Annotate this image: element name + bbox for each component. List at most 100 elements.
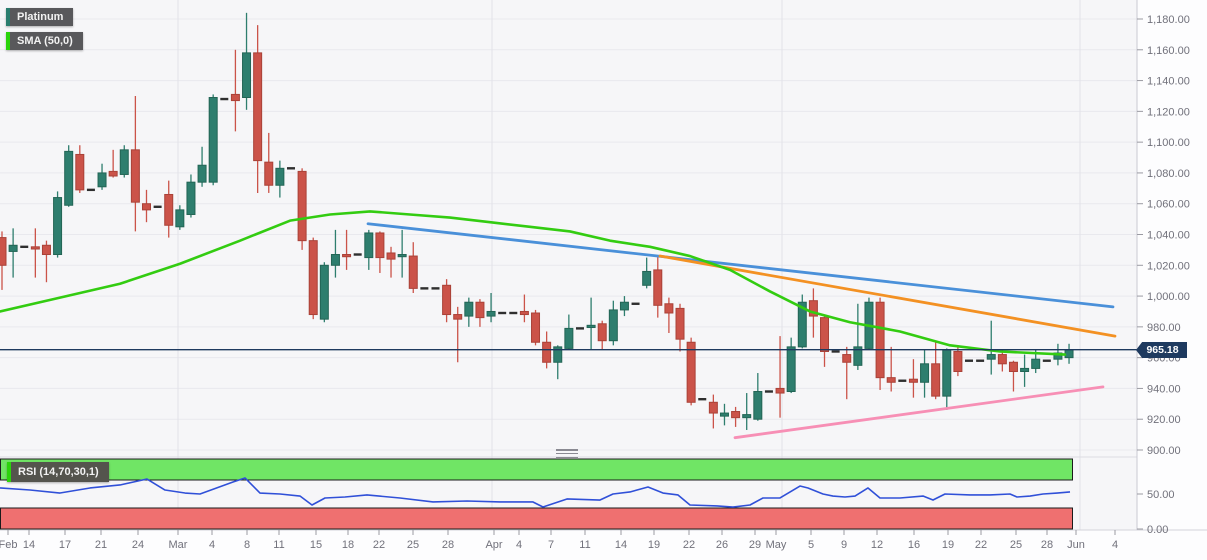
candle: [186, 181, 196, 215]
doji-candle: [764, 390, 773, 393]
price-tick-label: 1,080.00: [1147, 168, 1190, 180]
date-tick-label: Mar: [169, 539, 188, 551]
symbol-legend-chip[interactable]: Platinum: [6, 8, 74, 26]
date-tick-label: 22: [975, 539, 987, 551]
candle: [531, 312, 541, 343]
candle: [953, 350, 963, 372]
price-tick-label: 980.00: [1147, 322, 1181, 334]
descending-resistance-blue[interactable]: [366, 222, 1115, 309]
last-price-label: 965.18: [1136, 342, 1187, 358]
doji-candle: [698, 398, 707, 401]
doji-candle: [420, 287, 429, 290]
candle: [1031, 358, 1041, 369]
date-tick-label: 11: [579, 539, 590, 551]
date-tick-label: 14: [23, 539, 35, 551]
candle: [330, 254, 340, 266]
candle: [753, 391, 763, 420]
candle: [931, 363, 941, 397]
sma-legend-chip[interactable]: SMA (50,0): [6, 32, 83, 50]
date-tick-label: 4: [1112, 539, 1118, 551]
rsi-legend-chip[interactable]: RSI (14,70,30,1): [7, 462, 109, 482]
candle: [564, 327, 574, 349]
candle: [397, 254, 407, 258]
candle: [942, 349, 952, 397]
date-tick-label: 25: [1010, 539, 1022, 551]
candle: [264, 161, 274, 186]
date-tick-label: 24: [132, 539, 144, 551]
date-tick-label: 25: [407, 539, 419, 551]
candle: [608, 309, 618, 342]
date-tick-label: 21: [95, 539, 107, 551]
doji-candle: [509, 311, 518, 315]
doji-candle: [631, 302, 640, 305]
date-tick-label: 4: [209, 539, 215, 551]
candle: [75, 153, 85, 191]
candle: [808, 300, 818, 317]
pane-resize-handle[interactable]: [556, 449, 578, 458]
candle: [308, 240, 318, 316]
candle: [164, 193, 174, 226]
price-tick-label: 1,180.00: [1147, 14, 1190, 26]
price-tick-label: 920.00: [1147, 414, 1181, 426]
candle: [886, 377, 896, 383]
price-axis[interactable]: 1,180.00 1,160.00 1,140.00 1,120.00 1,100.00…: [1137, 14, 1190, 536]
candle: [908, 378, 918, 383]
date-tick-label: 17: [59, 539, 71, 551]
candle: [253, 52, 263, 162]
candle: [130, 149, 140, 203]
descending-resistance-orange[interactable]: [658, 254, 1117, 338]
doji-candle: [431, 287, 440, 290]
candle: [41, 244, 51, 256]
date-tick-label: 22: [683, 539, 695, 551]
rsi-tick-label: 50.00: [1147, 489, 1175, 501]
date-tick-label: 16: [908, 539, 920, 551]
candle: [775, 387, 785, 394]
candle: [319, 264, 329, 320]
candle: [731, 411, 741, 419]
date-tick-label: 28: [442, 539, 454, 551]
price-tick-label: 1,140.00: [1147, 76, 1190, 88]
price-tick-label: 1,060.00: [1147, 199, 1190, 211]
candle: [442, 284, 452, 316]
time-axis[interactable]: Feb 14 17 21 24 Mar 4 8 11 15 18 22 25 28 Apr 4 7 11 14 19 2…: [0, 530, 1118, 551]
date-tick-label: 9: [841, 539, 847, 551]
date-tick-label: Apr: [485, 539, 502, 551]
candle: [475, 301, 485, 319]
doji-candle: [898, 379, 907, 382]
candle: [597, 323, 607, 342]
date-tick-label: 11: [273, 539, 284, 551]
candle: [464, 301, 474, 317]
candle: [375, 232, 385, 259]
candle: [664, 303, 674, 314]
date-tick-label: 29: [749, 539, 761, 551]
candle: [1020, 367, 1030, 372]
symbol-label: Platinum: [17, 11, 64, 23]
candle: [386, 252, 396, 260]
candle: [542, 341, 552, 363]
price-tick-label: 1,160.00: [1147, 45, 1190, 57]
rsi-line: [0, 477, 1071, 508]
price-tick-label: 1,040.00: [1147, 230, 1190, 242]
date-tick-label: 12: [871, 539, 883, 551]
candle: [297, 170, 307, 242]
doji-candle: [86, 188, 95, 192]
price-tick-label: 1,120.00: [1147, 106, 1190, 118]
candle: [842, 354, 852, 363]
candle: [619, 301, 629, 311]
rsi-label: RSI (14,70,30,1): [18, 466, 99, 478]
price-tick-label: 1,020.00: [1147, 260, 1190, 272]
price-tick-label: 1,100.00: [1147, 137, 1190, 149]
candle: [208, 97, 218, 183]
month-gridlines: [177, 0, 1081, 530]
date-tick-label: 19: [942, 539, 954, 551]
ascending-support-pink[interactable]: [733, 385, 1105, 440]
date-tick-label: 28: [1041, 539, 1053, 551]
rsi-bands: [0, 458, 1073, 530]
rsi-oversold-band: [0, 507, 1073, 530]
candle: [486, 310, 496, 317]
candle: [108, 170, 118, 177]
candle: [853, 346, 863, 366]
date-tick-label: 7: [548, 539, 554, 551]
candle: [653, 269, 663, 306]
